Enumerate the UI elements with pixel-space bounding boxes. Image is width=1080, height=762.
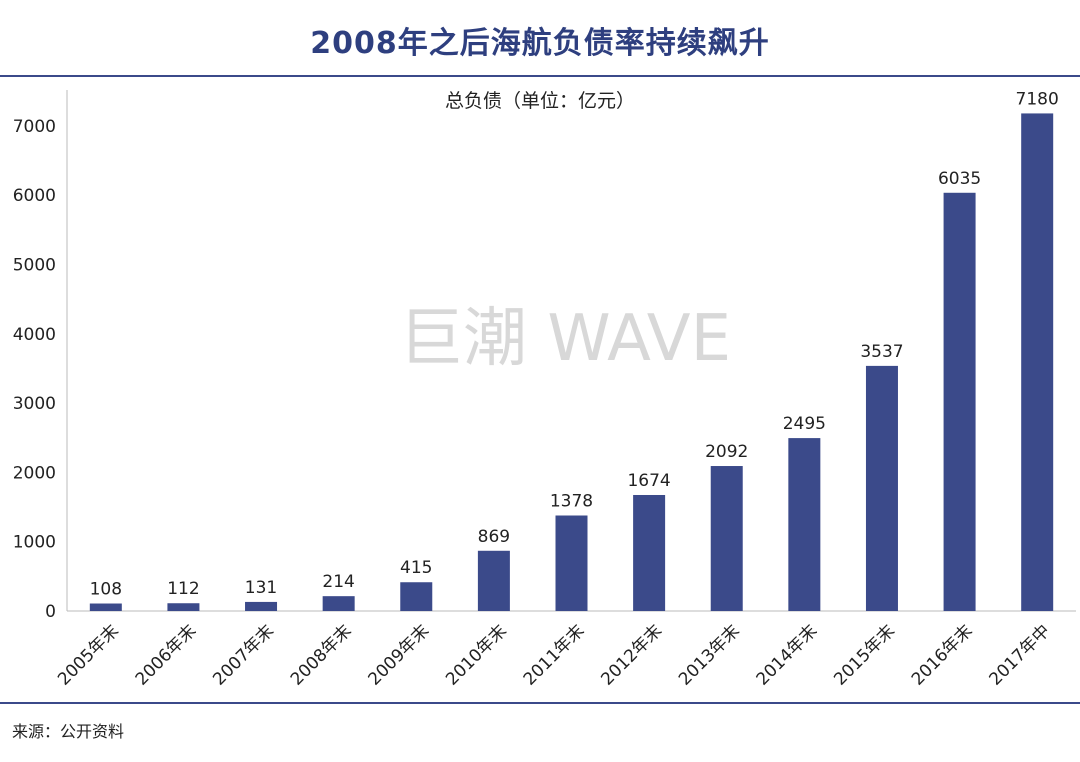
data-label: 7180 bbox=[1016, 89, 1059, 109]
category-label: 2008年末 bbox=[287, 621, 356, 690]
data-label: 112 bbox=[167, 579, 199, 599]
bar bbox=[477, 550, 510, 611]
data-label: 2495 bbox=[783, 414, 826, 434]
y-tick-label: 5000 bbox=[13, 256, 56, 276]
data-label: 6035 bbox=[938, 169, 981, 189]
bar bbox=[167, 603, 200, 611]
y-tick-label: 2000 bbox=[13, 463, 56, 483]
category-label: 2009年末 bbox=[365, 621, 434, 690]
category-label: 2011年末 bbox=[520, 621, 589, 690]
data-labels: 108 112 131 214 415 869 1378 1674 2092 2495 3537 60… bbox=[90, 89, 1059, 599]
category-label: 2012年末 bbox=[597, 621, 666, 690]
category-label: 2007年末 bbox=[209, 621, 278, 690]
y-tick-label: 3000 bbox=[13, 394, 56, 414]
data-label: 869 bbox=[478, 527, 510, 547]
y-axis-ticks: 0 1000 2000 3000 4000 5000 6000 7000 bbox=[13, 117, 56, 622]
y-tick-label: 6000 bbox=[13, 186, 56, 206]
category-label: 2013年末 bbox=[675, 621, 744, 690]
data-label: 214 bbox=[322, 572, 354, 592]
chart-title: 2008年之后海航负债率持续飙升 bbox=[310, 26, 770, 61]
y-tick-label: 4000 bbox=[13, 325, 56, 345]
y-tick-label: 1000 bbox=[13, 533, 56, 553]
category-labels: 2005年末 2006年末 2007年末 2008年末 2009年末 2010年末 2011… bbox=[54, 621, 1054, 690]
bars bbox=[89, 113, 1054, 612]
bar bbox=[710, 466, 743, 611]
y-tick-label: 0 bbox=[45, 602, 56, 622]
y-tick-label: 7000 bbox=[13, 117, 56, 137]
category-label: 2014年末 bbox=[753, 621, 822, 690]
data-label: 108 bbox=[90, 580, 122, 600]
data-label: 1378 bbox=[550, 492, 593, 512]
category-label: 2010年末 bbox=[442, 621, 511, 690]
bar bbox=[633, 494, 666, 611]
bar bbox=[400, 582, 433, 611]
bar bbox=[1021, 113, 1054, 612]
data-label: 131 bbox=[245, 578, 277, 598]
data-label: 415 bbox=[400, 558, 432, 578]
source-note: 来源：公开资料 bbox=[12, 722, 125, 741]
top-divider bbox=[0, 75, 1080, 77]
bar bbox=[943, 192, 976, 611]
bar bbox=[865, 365, 898, 611]
data-label: 1674 bbox=[627, 471, 670, 491]
chart-subtitle: 总负债（单位：亿元） bbox=[445, 90, 635, 112]
bar bbox=[788, 438, 821, 611]
bar bbox=[89, 603, 122, 611]
bottom-divider bbox=[0, 702, 1080, 704]
data-label: 3537 bbox=[860, 342, 903, 362]
category-label: 2015年末 bbox=[830, 621, 899, 690]
category-label: 2016年末 bbox=[908, 621, 977, 690]
category-label: 2006年末 bbox=[132, 621, 201, 690]
data-label: 2092 bbox=[705, 442, 748, 462]
watermark: 巨潮 WAVE bbox=[399, 302, 731, 376]
bar bbox=[245, 601, 278, 611]
category-label: 2017年中 bbox=[985, 621, 1054, 690]
category-label: 2005年末 bbox=[54, 621, 123, 690]
bar bbox=[555, 515, 588, 611]
bar bbox=[322, 596, 355, 611]
